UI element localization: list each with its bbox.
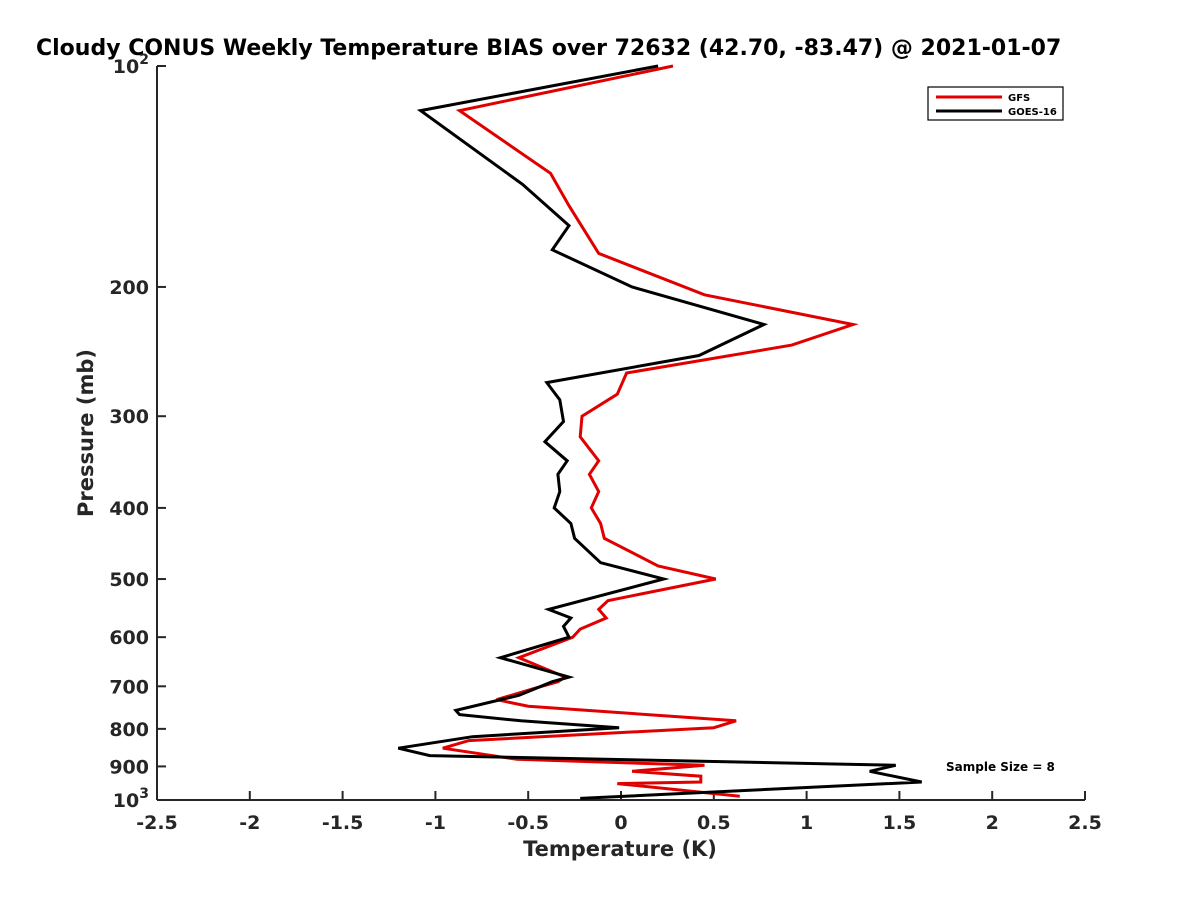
y-tick-label: 102 [113, 52, 149, 78]
x-tick-label: 2 [986, 812, 999, 834]
x-tick-label: -2.5 [136, 812, 178, 834]
x-tick-label: -1.5 [322, 812, 364, 834]
x-tick-label: 0.5 [697, 812, 731, 834]
plot-area [397, 64, 923, 800]
x-tick-label: -0.5 [507, 812, 549, 834]
legend: GFS GOES-16 [927, 86, 1064, 121]
series-line-goes-16 [397, 64, 923, 800]
y-axis-label: Pressure (mb) [74, 349, 98, 517]
legend-box [927, 86, 1064, 121]
sample-size-annotation: Sample Size = 8 [946, 760, 1055, 774]
x-tick-label: 0 [614, 812, 627, 834]
y-tick-label: 103 [113, 786, 149, 812]
y-axis: 102 200 300 400 500 600 700 800 900 103 [109, 52, 166, 812]
x-tick-label: 1.5 [883, 812, 917, 834]
y-tick-label: 500 [109, 569, 149, 591]
x-axis-label: Temperature (K) [523, 837, 717, 861]
x-axis: -2.5 -2 -1.5 -1 -0.5 0 0.5 1 1.5 2 2.5 [136, 791, 1102, 834]
y-tick-label: 300 [109, 406, 149, 428]
y-tick-label: 800 [109, 719, 149, 741]
y-tick-label: 900 [109, 756, 149, 778]
series-line-gfs [442, 64, 859, 798]
x-tick-label: -2 [239, 812, 260, 834]
legend-label-gfs: GFS [1008, 93, 1030, 104]
legend-label-goes-16: GOES-16 [1008, 107, 1057, 118]
y-tick-label: 700 [109, 676, 149, 698]
y-tick-label: 600 [109, 627, 149, 649]
x-tick-label: 1 [800, 812, 813, 834]
y-tick-label: 400 [109, 498, 149, 520]
y-tick-label: 200 [109, 277, 149, 299]
x-tick-label: -1 [425, 812, 446, 834]
x-tick-label: 2.5 [1068, 812, 1102, 834]
chart-title: Cloudy CONUS Weekly Temperature BIAS ove… [36, 36, 1061, 61]
